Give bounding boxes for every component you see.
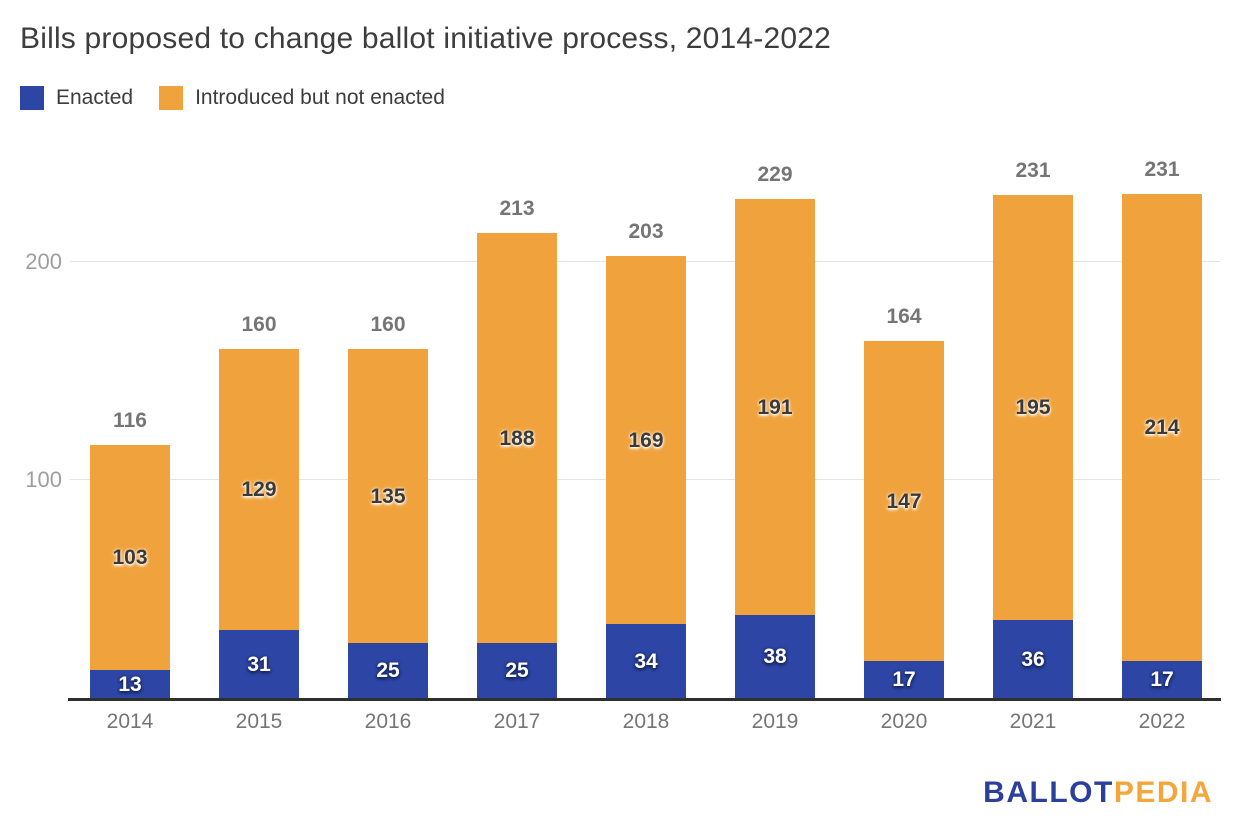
bar-total-label-2019: 229 <box>757 163 793 186</box>
bar-total-label-2014: 116 <box>113 409 147 432</box>
segment-introduced-2022[interactable]: 214 <box>1122 194 1202 661</box>
segment-introduced-value-2015: 129 <box>241 478 277 501</box>
segment-introduced-value-2014: 103 <box>112 546 148 569</box>
segment-introduced-2016[interactable]: 135 <box>348 349 428 643</box>
bar-total-label-2017: 213 <box>499 197 535 220</box>
x-axis-label-2015: 2015 <box>235 710 283 733</box>
bar-2018: 203 169 34 <box>606 220 686 698</box>
segment-enacted-value-2016: 25 <box>376 659 400 682</box>
logo-ballot-text: BALLOT <box>983 776 1114 809</box>
segment-introduced-2017[interactable]: 188 <box>477 233 557 643</box>
ballotpedia-logo: BALLOTPEDIA <box>983 776 1213 810</box>
segment-enacted-value-2018: 34 <box>634 649 658 673</box>
legend-item-introduced: Introduced but not enacted <box>159 86 445 110</box>
segment-introduced-value-2016: 135 <box>370 484 406 508</box>
introduced-swatch-icon <box>159 86 184 110</box>
x-axis-label-2019: 2019 <box>751 710 799 733</box>
x-axis-label-2017: 2017 <box>493 710 541 733</box>
bar-total-label-2015: 160 <box>241 313 277 336</box>
logo-pedia-text: PEDIA <box>1113 776 1213 809</box>
legend-label-enacted: Enacted <box>56 86 134 109</box>
bar-total-label-2022: 231 <box>1144 158 1180 181</box>
segment-introduced-2015[interactable]: 129 <box>219 349 299 630</box>
segment-enacted-2014[interactable]: 13 <box>90 670 170 698</box>
bar-total-label-2021: 231 <box>1015 159 1051 182</box>
chart-title: Bills proposed to change ballot initiati… <box>20 22 832 55</box>
segment-introduced-value-2021: 195 <box>1015 396 1051 419</box>
segment-enacted-value-2019: 38 <box>763 645 787 668</box>
segment-introduced-value-2017: 188 <box>499 426 535 450</box>
x-axis-label-2022: 2022 <box>1138 710 1186 733</box>
segment-enacted-2019[interactable]: 38 <box>735 615 815 698</box>
x-axis-label-2021: 2021 <box>1009 710 1057 733</box>
x-axis-label-2020: 2020 <box>880 710 928 733</box>
segment-enacted-2015[interactable]: 31 <box>219 630 299 698</box>
segment-enacted-value-2015: 31 <box>247 652 271 676</box>
segment-introduced-2020[interactable]: 147 <box>864 341 944 661</box>
legend: Enacted Introduced but not enacted <box>20 86 445 110</box>
bar-2022: 231 214 17 <box>1122 158 1202 698</box>
segment-enacted-2022[interactable]: 17 <box>1122 661 1202 698</box>
segment-enacted-2021[interactable]: 36 <box>993 620 1073 698</box>
enacted-swatch-icon <box>20 86 44 110</box>
bar-2020: 164 147 17 <box>864 305 944 698</box>
segment-enacted-value-2021: 36 <box>1021 647 1045 671</box>
legend-item-enacted: Enacted <box>20 86 133 110</box>
bar-2017: 213 188 25 <box>477 197 557 698</box>
bar-total-label-2018: 203 <box>628 220 664 243</box>
bar-2019: 229 191 38 <box>735 163 815 698</box>
segment-introduced-2021[interactable]: 195 <box>993 195 1073 620</box>
legend-label-introduced: Introduced but not enacted <box>195 86 445 109</box>
bar-total-label-2020: 164 <box>886 305 922 328</box>
segment-introduced-value-2022: 214 <box>1144 416 1180 439</box>
segment-introduced-2019[interactable]: 191 <box>735 199 815 615</box>
segment-enacted-2018[interactable]: 34 <box>606 624 686 698</box>
segment-enacted-value-2014: 13 <box>118 672 142 696</box>
segment-enacted-2020[interactable]: 17 <box>864 661 944 698</box>
segment-enacted-value-2022: 17 <box>1150 668 1174 691</box>
x-axis-label-2014: 2014 <box>106 710 154 733</box>
bar-2015: 160 129 31 <box>219 313 299 698</box>
x-axis-label-2018: 2018 <box>622 710 670 733</box>
segment-introduced-2014[interactable]: 103 <box>90 445 170 670</box>
bar-2014: 116 103 13 <box>90 409 170 698</box>
x-axis-label-2016: 2016 <box>364 710 412 733</box>
y-axis-tick-200: 200 <box>25 249 62 274</box>
segment-enacted-value-2020: 17 <box>892 668 916 691</box>
segment-introduced-value-2019: 191 <box>757 395 793 419</box>
bar-2016: 160 135 25 <box>348 313 428 698</box>
y-axis-tick-100: 100 <box>25 467 62 492</box>
segment-enacted-2016[interactable]: 25 <box>348 643 428 698</box>
bar-total-label-2016: 160 <box>370 313 406 336</box>
segment-introduced-value-2018: 169 <box>628 428 664 452</box>
segment-enacted-value-2017: 25 <box>505 659 529 682</box>
segment-introduced-2018[interactable]: 169 <box>606 256 686 624</box>
x-axis-line <box>68 698 1221 701</box>
segment-enacted-2017[interactable]: 25 <box>477 643 557 698</box>
segment-introduced-value-2020: 147 <box>886 489 922 513</box>
bar-2021: 231 195 36 <box>993 159 1073 698</box>
